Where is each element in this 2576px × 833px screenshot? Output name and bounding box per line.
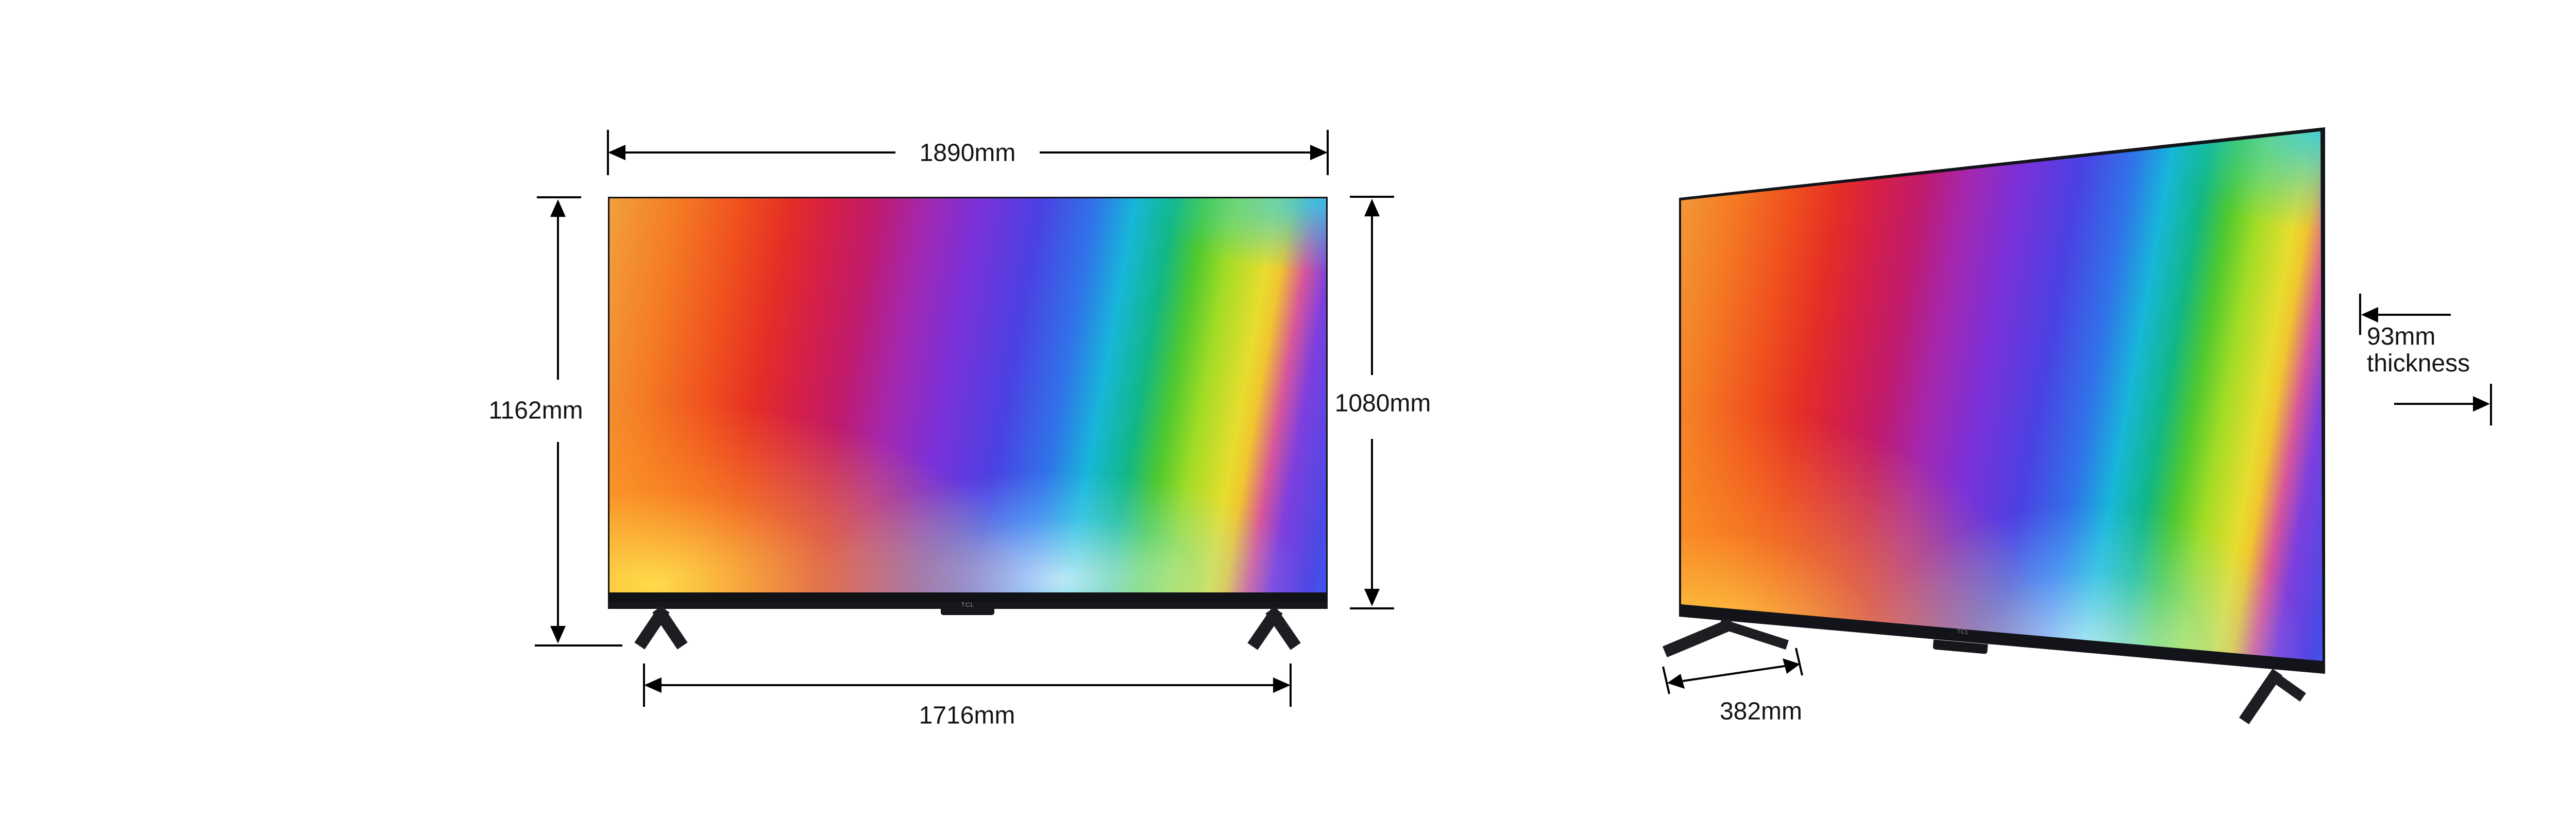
dimension-label-panel-height: 1080mm <box>1334 389 1431 417</box>
thickness-value: 93mm <box>2367 323 2436 350</box>
tv-stand-foot-side-front <box>1662 618 1789 658</box>
tv-stand-foot-front-right <box>1247 606 1301 650</box>
tv-front-screen-artwork <box>609 198 1326 592</box>
dimension-label-stand-span: 1716mm <box>919 702 1015 729</box>
dimension-stand-depth <box>1662 648 1803 694</box>
tv-stand-foot-front-left <box>634 605 688 650</box>
thickness-word: thickness <box>2367 350 2470 377</box>
dimension-overall-width <box>607 130 1329 175</box>
tcl-logo: TCL <box>961 601 975 608</box>
dimension-stand-span <box>643 664 1292 707</box>
dimension-label-overall-width: 1890mm <box>919 139 1016 167</box>
dimension-overall-height <box>535 196 622 647</box>
tv-front-bottom-bezel: TCL <box>608 601 1328 609</box>
tv-front-view: TCL <box>608 197 1328 615</box>
ir-sensor-module <box>941 609 994 615</box>
dimension-label-overall-height: 1162mm <box>488 397 583 424</box>
dimension-panel-height <box>1350 196 1394 609</box>
dimension-label-stand-depth: 382mm <box>1719 698 1803 725</box>
tv-side-screen-artwork <box>1681 131 2323 661</box>
dimension-thickness <box>2359 294 2492 426</box>
dimension-label-thickness: 93mm thickness <box>2367 324 2470 377</box>
tv-stand-foot-side-rear <box>2239 669 2306 724</box>
tv-side-view: TCL <box>1679 127 2325 674</box>
